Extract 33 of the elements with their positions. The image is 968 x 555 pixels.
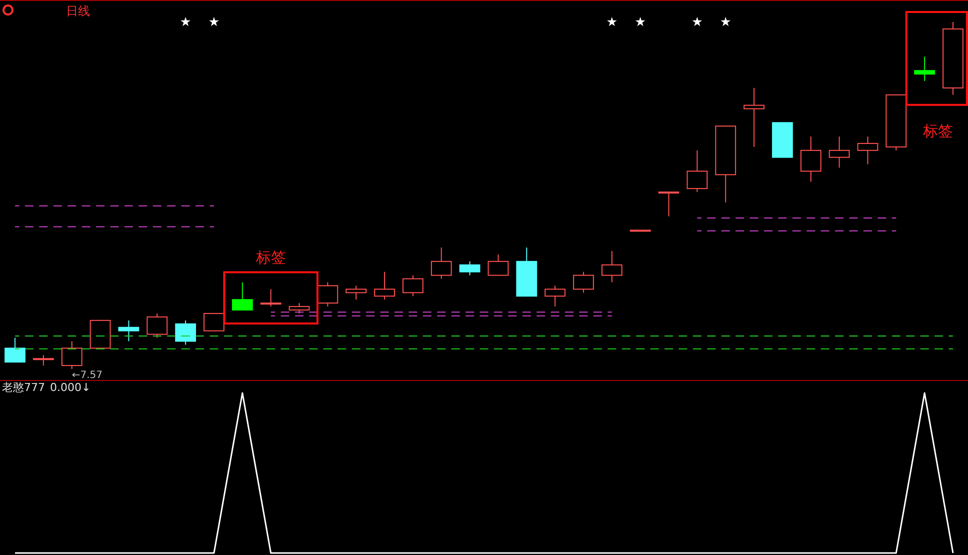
candlestick xyxy=(175,320,196,346)
candlestick xyxy=(4,337,26,363)
annotation: 0.000↓ xyxy=(50,381,91,394)
candlestick xyxy=(32,354,54,366)
text: ←7.57 xyxy=(72,370,103,381)
candlestick xyxy=(544,285,566,308)
candlestick xyxy=(658,192,680,217)
candlestick xyxy=(686,150,708,193)
candlestick xyxy=(857,136,878,165)
candlestick xyxy=(601,250,622,283)
chart-title: 老憨777 xyxy=(2,381,45,394)
annotation: 标签 xyxy=(922,122,953,140)
candlestick xyxy=(402,274,424,297)
candlestick xyxy=(317,282,338,308)
candlestick xyxy=(288,302,310,314)
candlestick xyxy=(800,136,822,182)
candlestick xyxy=(374,271,395,300)
candlestick xyxy=(573,271,594,294)
candlestick xyxy=(430,247,452,280)
candlestick xyxy=(459,260,480,276)
chart-title: 日线 xyxy=(66,4,90,18)
annotation: 标签 xyxy=(254,248,286,266)
candlestick xyxy=(488,254,509,276)
candlestick xyxy=(744,87,764,148)
candlestick xyxy=(118,320,140,342)
candlestick xyxy=(204,312,224,332)
candlestick xyxy=(146,312,168,338)
candlestick xyxy=(260,288,282,308)
candlestick xyxy=(346,285,367,300)
candlestick xyxy=(232,282,253,311)
candlestick xyxy=(828,136,850,168)
candlestick xyxy=(61,340,82,370)
candlestick xyxy=(914,56,936,82)
